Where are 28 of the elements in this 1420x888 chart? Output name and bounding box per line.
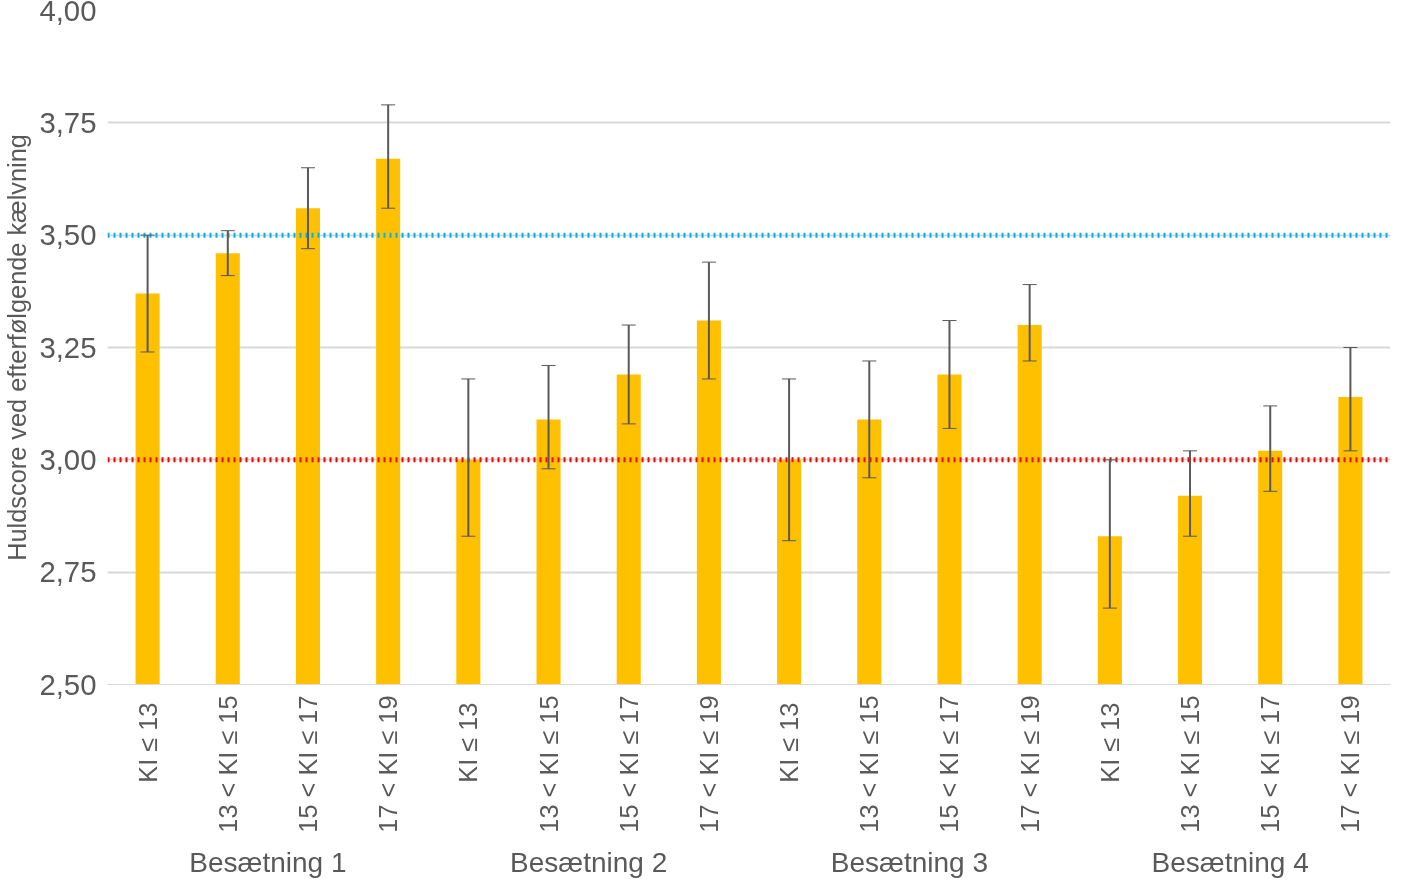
y-axis-title: Huldscore ved efterfølgende kælvning (3, 134, 32, 561)
y-tick-label: 2,75 (39, 555, 97, 589)
text: Besætning 1 (189, 846, 347, 878)
x-tick-label: KI ≤ 13 (454, 702, 483, 783)
x-tick-label: 13 < KI ≤ 15 (213, 695, 242, 833)
y-tick-label: 3,00 (39, 442, 97, 476)
text: Besætning 3 (830, 846, 988, 878)
y-tick-label: 3,75 (39, 105, 97, 139)
x-tick-label: 17 < KI ≤ 19 (1336, 695, 1365, 833)
x-tick-label: KI ≤ 13 (775, 702, 804, 783)
x-tick-label: 15 < KI ≤ 17 (1256, 695, 1285, 833)
x-tick-label: 15 < KI ≤ 17 (293, 695, 322, 833)
text: Besætning 2 (510, 846, 668, 878)
x-tick-label: KI ≤ 13 (133, 702, 162, 783)
y-tick-label: 4,00 (39, 0, 97, 27)
y-tick-label: 3,50 (39, 218, 97, 252)
x-tick-label: 13 < KI ≤ 15 (1176, 695, 1205, 833)
x-tick-label: 15 < KI ≤ 17 (614, 695, 643, 833)
y-tick-label: 2,50 (39, 667, 97, 701)
text: Besætning 4 (1151, 846, 1309, 878)
x-tick-label: 17 < KI ≤ 19 (694, 695, 723, 833)
y-tick-label: 3,25 (39, 330, 97, 364)
x-tick-label: 15 < KI ≤ 17 (935, 695, 964, 833)
x-tick-label: 13 < KI ≤ 15 (534, 695, 563, 833)
x-tick-label: 17 < KI ≤ 19 (1015, 695, 1044, 833)
x-tick-label: 17 < KI ≤ 19 (374, 695, 403, 833)
x-tick-label: 13 < KI ≤ 15 (855, 695, 884, 833)
x-tick-label: KI ≤ 13 (1095, 702, 1124, 783)
